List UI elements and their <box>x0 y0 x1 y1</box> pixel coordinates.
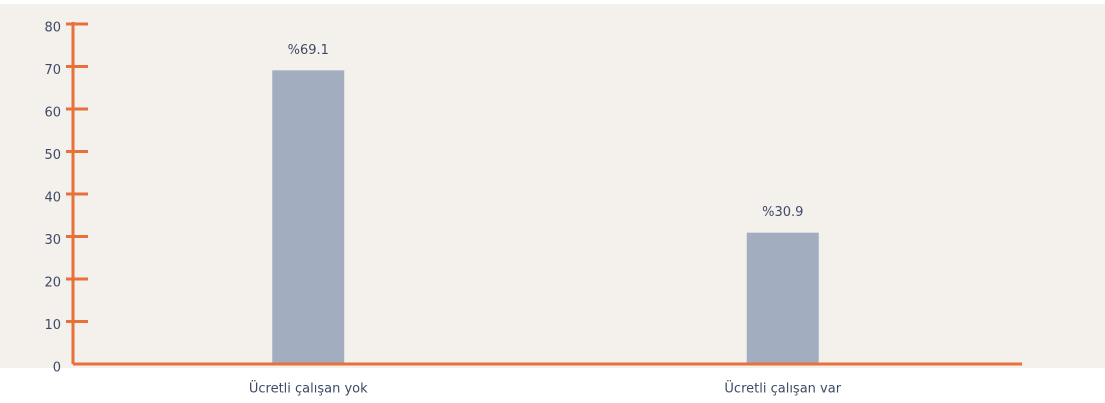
y-tick-label: 10 <box>44 318 61 333</box>
y-tick-label: 30 <box>44 233 61 248</box>
value-label: %30.9 <box>762 205 803 220</box>
y-tick-label: 20 <box>44 276 61 291</box>
value-label: %69.1 <box>288 43 329 58</box>
y-tick-label: 70 <box>44 63 61 78</box>
y-tick-label: 0 <box>53 361 61 376</box>
y-tick-label: 40 <box>44 191 61 206</box>
bar <box>272 70 345 364</box>
y-tick-label: 80 <box>44 21 61 36</box>
x-tick-label: Ücretli çalışan var <box>724 380 841 397</box>
plot-background <box>0 4 1105 368</box>
bar <box>746 232 819 364</box>
x-tick-label: Ücretli çalışan yok <box>249 380 368 397</box>
y-tick-label: 60 <box>44 106 61 121</box>
y-tick-label: 50 <box>44 148 61 163</box>
